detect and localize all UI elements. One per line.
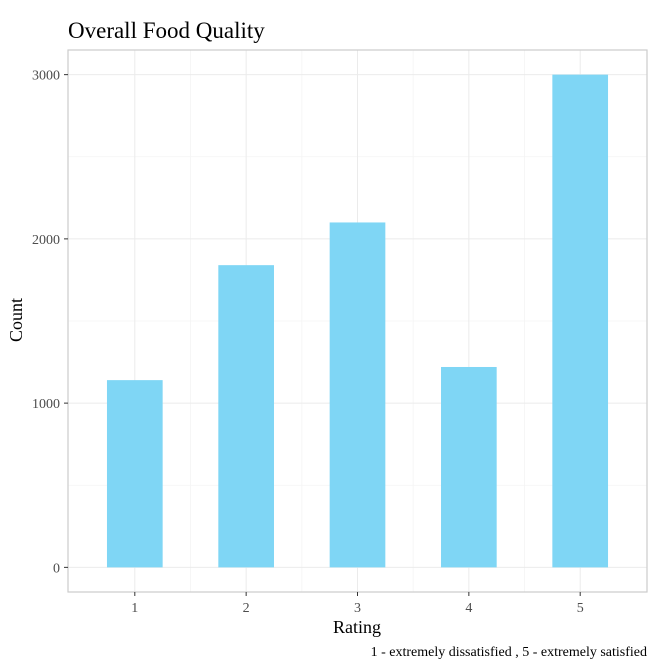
bar-2 xyxy=(218,265,274,568)
y-tick-label: 0 xyxy=(53,561,60,576)
x-tick-label: 5 xyxy=(577,601,584,616)
bar-5 xyxy=(552,74,609,568)
x-tick-label: 4 xyxy=(465,601,472,616)
bar-3 xyxy=(329,222,386,568)
y-axis-title: Count xyxy=(6,298,26,342)
plot-panel: 0 1000 2000 3000 1 2 3 4 5 xyxy=(32,49,648,616)
y-tick-label: 2000 xyxy=(32,233,60,248)
bar-1 xyxy=(106,380,163,568)
x-tick-label: 2 xyxy=(243,601,250,616)
y-tick-label: 1000 xyxy=(32,397,60,412)
chart-caption: 1 - extremely dissatisfied , 5 - extreme… xyxy=(371,645,647,660)
x-tick-label: 1 xyxy=(131,601,138,616)
x-tick-label: 3 xyxy=(354,601,361,616)
chart-title: Overall Food Quality xyxy=(68,18,265,43)
bar-4 xyxy=(441,366,497,568)
x-axis-title: Rating xyxy=(333,617,381,637)
y-tick-label: 3000 xyxy=(32,69,60,84)
